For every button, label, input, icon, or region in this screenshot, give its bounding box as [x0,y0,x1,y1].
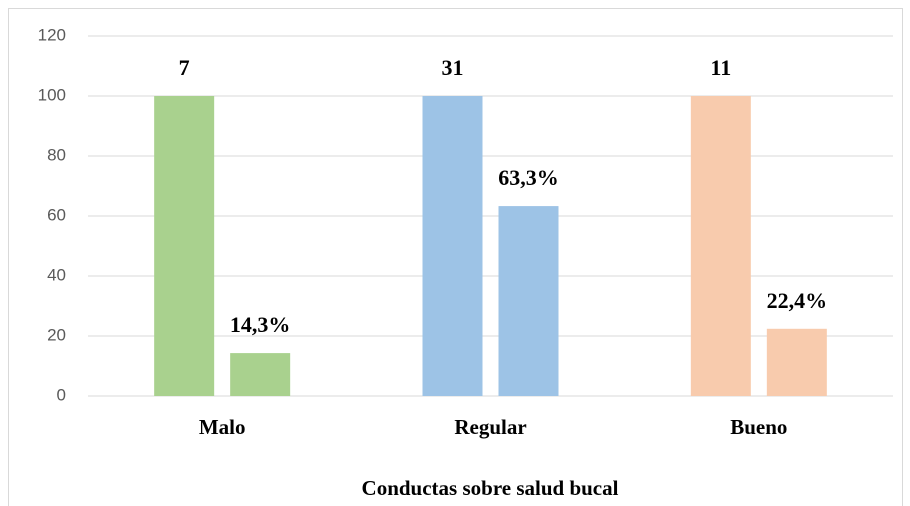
y-tick-label: 100 [38,85,66,104]
count-label: 7 [179,55,190,80]
bar [422,96,483,396]
count-label: 31 [442,55,464,80]
x-tick-label: Regular [454,415,526,439]
bar [154,96,215,396]
bar [690,96,751,396]
y-tick-label: 40 [47,265,66,284]
x-axis-title: Conductas sobre salud bucal [362,476,619,500]
y-tick-label: 0 [57,385,66,404]
y-tick-label: 80 [47,145,66,164]
bar [498,206,559,396]
y-tick-label: 60 [47,205,66,224]
data-label: 14,3% [230,312,291,337]
y-tick-label: 120 [38,25,66,44]
y-tick-label: 20 [47,325,66,344]
chart-frame [8,8,903,506]
count-label: 11 [710,55,731,80]
data-label: 22,4% [767,288,828,313]
x-tick-label: Bueno [730,415,787,439]
x-tick-label: Malo [199,415,246,439]
data-label: 63,3% [498,165,559,190]
bar [230,353,291,396]
bar [766,328,827,396]
